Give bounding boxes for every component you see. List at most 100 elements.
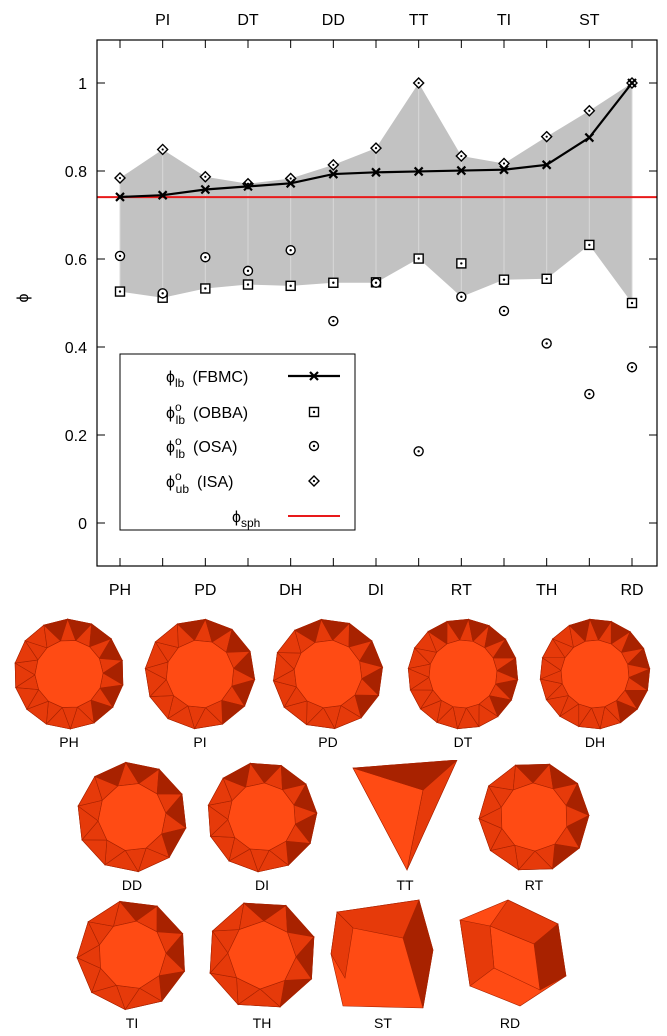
polyhedron-pi: PI <box>140 617 260 750</box>
polyhedron-label: ST <box>374 1015 392 1031</box>
data-point-cross <box>456 165 467 176</box>
data-point-cross <box>541 160 552 170</box>
x-tick-label-top: DT <box>237 12 259 29</box>
x-tick-label-bottom: PH <box>109 582 131 599</box>
data-point-boxed-dot <box>498 274 510 285</box>
marker-cross <box>541 160 552 170</box>
marker-dot <box>417 450 420 453</box>
polyhedron-label: DI <box>255 877 269 893</box>
legend-marker <box>308 475 320 487</box>
data-point-boxed-dot <box>242 279 254 290</box>
data-point-cross <box>371 167 381 178</box>
polyhedron-dt: DT <box>403 617 523 750</box>
data-point-boxed-dot <box>541 273 552 284</box>
polyhedron-face <box>560 639 630 709</box>
legend-marker <box>309 371 319 381</box>
polyhedron-image <box>144 618 256 730</box>
data-point-cross <box>200 184 211 195</box>
y-tick-label: 0 <box>78 516 87 533</box>
polyhedron-label: DD <box>121 877 143 893</box>
marker-dot <box>289 249 292 252</box>
legend-label: ϕo lb (OBBA) <box>166 400 248 427</box>
polyhedron-face <box>459 919 495 987</box>
legend-marker <box>308 406 320 418</box>
data-point-circled-dot <box>456 291 467 303</box>
data-point-diamond-dot <box>455 150 468 163</box>
data-point-cross <box>328 169 339 179</box>
marker-cross <box>413 166 424 177</box>
polyhedron-face <box>227 920 297 990</box>
data-point-cross <box>584 132 595 143</box>
marker-dot <box>417 81 420 85</box>
marker-dot <box>118 176 122 180</box>
polyhedron-face <box>500 782 568 852</box>
x-tick-label-top: ST <box>579 12 600 29</box>
polyhedron-image <box>272 618 384 730</box>
x-tick-label-top: PI <box>155 12 170 29</box>
data-point-cross <box>115 192 125 202</box>
y-tick-label: 0.8 <box>65 164 87 181</box>
marker-dot <box>246 269 250 273</box>
marker-dot <box>588 109 591 112</box>
polyhedron-th: TH <box>202 898 322 1031</box>
polyhedron-face <box>211 902 245 932</box>
polyhedron-label: RD <box>499 1015 521 1031</box>
data-point-circled-dot <box>413 446 424 457</box>
data-point-circled-dot <box>242 265 254 277</box>
polyhedron-rd: RD <box>450 898 570 1031</box>
marker-dot <box>460 154 463 158</box>
polyhedron-dh: DH <box>535 617 655 750</box>
legend-label: ϕo lb (OSA) <box>166 434 237 461</box>
marker-dot <box>118 254 122 258</box>
polyhedron-face <box>209 972 239 1006</box>
marker-cross <box>309 371 319 381</box>
data-point-circled-dot <box>285 244 296 256</box>
y-tick-label: 0.2 <box>65 428 87 445</box>
polyhedron-face <box>81 839 108 866</box>
data-point-circled-dot <box>584 388 595 400</box>
polyhedron-label: TT <box>396 877 414 893</box>
x-tick-label-bottom: DH <box>279 582 302 599</box>
data-point-cross <box>285 178 296 189</box>
data-point-diamond-dot <box>156 143 169 156</box>
polyhedron-face <box>156 905 184 935</box>
data-point-circled-dot <box>114 250 126 262</box>
x-tick-label-top: DD <box>322 12 345 29</box>
marker-cross <box>371 167 381 178</box>
marker-dot <box>312 479 316 483</box>
marker-dot <box>502 309 506 313</box>
marker-dot <box>289 177 292 180</box>
polyhedron-face <box>552 843 581 870</box>
data-point-boxed-dot <box>456 258 467 269</box>
polyhedron-face <box>279 978 313 1008</box>
marker-cross <box>627 78 637 88</box>
polyhedron-st: ST <box>323 898 443 1031</box>
marker-dot <box>545 135 548 138</box>
polyhedron-label: RT <box>524 877 544 893</box>
marker-dot <box>204 256 207 259</box>
legend-label: ϕlb (FBMC) <box>166 369 248 390</box>
polyhedron-image <box>352 760 458 871</box>
marker-dot <box>374 281 378 284</box>
x-tick-label-bottom: TH <box>536 582 557 599</box>
marker-cross <box>499 164 509 175</box>
polyhedron-label: TI <box>125 1015 139 1031</box>
marker-dot <box>312 410 316 414</box>
data-point-diamond-dot <box>412 77 425 89</box>
data-point-cross <box>627 78 637 88</box>
polyhedron-face <box>34 640 104 708</box>
data-point-boxed-dot <box>114 286 126 297</box>
y-axis-label: ϕ <box>15 293 32 302</box>
marker-dot <box>588 392 591 396</box>
marker-dot <box>545 277 548 280</box>
marker-dot <box>588 243 591 247</box>
marker-cross <box>115 192 125 202</box>
marker-dot <box>460 262 463 265</box>
data-point-cross <box>157 190 168 200</box>
polyhedron-label: DH <box>584 734 606 750</box>
marker-dot <box>332 319 335 323</box>
legend: ϕlb (FBMC) ϕo lb (OBBA) ϕo lb (OSA) ϕo ub (ISA) ϕsp… <box>119 353 356 531</box>
polyhedron-ph: PH <box>9 617 129 750</box>
polyhedron-image <box>209 902 315 1008</box>
polyhedron-ti: TI <box>72 898 192 1031</box>
